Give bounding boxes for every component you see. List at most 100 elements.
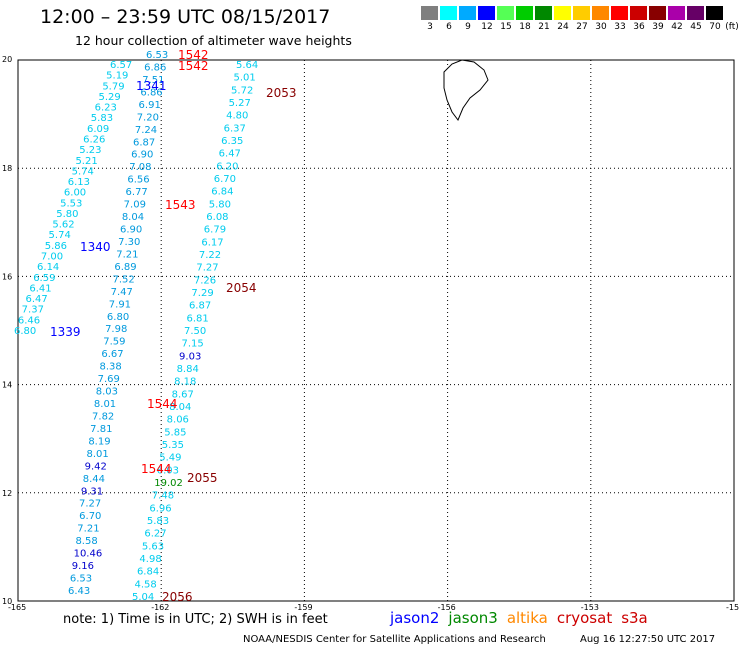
track-a-value: 6.23: [95, 103, 117, 114]
track-b-value: 8.01: [94, 399, 116, 410]
track-c-value: 9.03: [179, 351, 201, 362]
track-b-value: 7.08: [129, 162, 151, 173]
lat-lon-grid: [18, 60, 734, 601]
satellite-name: s3a: [621, 609, 648, 627]
track-b-value: 6.86: [140, 87, 162, 98]
track-c-value: 7.15: [182, 339, 204, 350]
track-b-value: 7.30: [118, 237, 140, 248]
legend-label: 3: [427, 22, 433, 32]
lat-tick-label: 18: [2, 164, 12, 173]
legend-label: 42: [671, 22, 683, 32]
pass-time-label: 1543: [165, 198, 196, 212]
page-title: 12:00 – 23:59 UTC 08/15/2017: [40, 6, 331, 28]
legend-swatch: [649, 6, 666, 20]
lon-tick-label: -156: [438, 603, 456, 612]
lat-tick-label: 10: [2, 597, 12, 606]
track-c-value: 7.48: [152, 491, 174, 502]
track-c-value: 6.81: [186, 313, 208, 324]
legend-label: 36: [633, 22, 645, 32]
track-a-value: 6.80: [14, 326, 36, 337]
track-b-value: 8.38: [99, 362, 121, 373]
track-b-value: 6.91: [139, 100, 161, 111]
track-c-value: 6.27: [144, 529, 166, 540]
pass-time-label: 1341: [136, 79, 167, 93]
track-a-value: 7.37: [22, 305, 44, 316]
track-c-value: 6.87: [189, 301, 211, 312]
pass-time-label: 1544: [147, 397, 178, 411]
legend-label: 12: [481, 22, 493, 32]
track-c-value: 6.35: [221, 136, 243, 147]
track-c-value: 5.80: [209, 199, 231, 210]
track-c-value: 7.50: [184, 326, 206, 337]
track-c-value: 19.02: [154, 478, 183, 489]
track-b-value: 6.86: [144, 62, 166, 73]
track-a-value: 6.09: [87, 124, 109, 135]
pass-time-label: 2053: [266, 86, 297, 100]
legend-swatch: [440, 6, 457, 20]
legend-swatch: [668, 6, 685, 20]
track-b-value: 7.82: [92, 411, 114, 422]
pass-time-label: 1542: [178, 48, 209, 62]
lon-tick-label: -159: [294, 603, 312, 612]
track-c-value: 8.06: [167, 415, 189, 426]
lat-tick-label: 20: [2, 55, 12, 64]
legend-label: 24: [557, 22, 569, 32]
page-subtitle: 12 hour collection of altimeter wave hei…: [75, 33, 352, 48]
track-c-value: 7.26: [194, 275, 216, 286]
lat-tick-label: 12: [2, 489, 12, 498]
track-c-value: 6.96: [149, 503, 171, 514]
satellite-name: cryosat: [556, 609, 613, 627]
legend-label: 6: [446, 22, 452, 32]
track-a-value: 5.79: [102, 81, 124, 92]
track-a-value: 5.21: [75, 156, 97, 167]
track-a-value: 5.83: [91, 113, 113, 124]
track-c-value: 8.04: [169, 402, 191, 413]
track-c-value: 4.80: [226, 111, 248, 122]
track-b-value: 7.98: [105, 324, 127, 335]
track-b-value: 6.67: [101, 349, 123, 360]
track-b-value: 8.03: [96, 387, 118, 398]
track-b-value: 6.77: [126, 187, 148, 198]
legend-swatch: [611, 6, 628, 20]
track-c-value: 6.03: [157, 465, 179, 476]
track-b-value: 7.27: [79, 499, 101, 510]
track-b-value: 7.21: [77, 524, 99, 535]
track-c-value: 5.83: [147, 516, 169, 527]
satellite-name: jason3: [448, 609, 498, 627]
track-b-value: 6.87: [133, 137, 155, 148]
legend-label: 15: [500, 22, 512, 32]
track-a-value: 6.13: [68, 177, 90, 188]
legend-swatch: [592, 6, 609, 20]
track-c-value: 6.84: [211, 187, 233, 198]
track-c-value: 7.22: [199, 250, 221, 261]
track-c-value: 7.27: [196, 263, 218, 274]
track-a-value: 5.53: [60, 198, 82, 209]
legend-swatch: [516, 6, 533, 20]
pass-time-label: 1340: [80, 240, 111, 254]
legend-unit: (ft): [725, 22, 739, 32]
track-b-value: 7.47: [111, 287, 133, 298]
track-a-value: 6.14: [37, 262, 59, 273]
track-a-value: 6.47: [26, 294, 48, 305]
track-c-value: 5.85: [164, 427, 186, 438]
track-c-value: 5.27: [229, 98, 251, 109]
legend-label: 30: [595, 22, 607, 32]
track-b-value: 9.16: [72, 561, 94, 572]
track-b-value: 6.53: [146, 50, 168, 61]
track-a-value: 5.74: [49, 230, 71, 241]
track-b-value: 8.44: [83, 474, 105, 485]
track-a-value: 7.00: [41, 252, 63, 263]
track-b-value: 6.90: [120, 225, 142, 236]
track-b-value: 6.80: [107, 312, 129, 323]
legend-label: 45: [690, 22, 702, 32]
legend-label: 27: [576, 22, 588, 32]
track-b-value: 8.58: [75, 536, 97, 547]
track-c-value: 6.47: [219, 149, 241, 160]
track-a-value: 5.74: [72, 166, 94, 177]
legend-label: 70: [709, 22, 721, 32]
track-b-value: 7.51: [142, 75, 164, 86]
legend-swatch: [535, 6, 552, 20]
track-c-value: 6.84: [137, 567, 159, 578]
